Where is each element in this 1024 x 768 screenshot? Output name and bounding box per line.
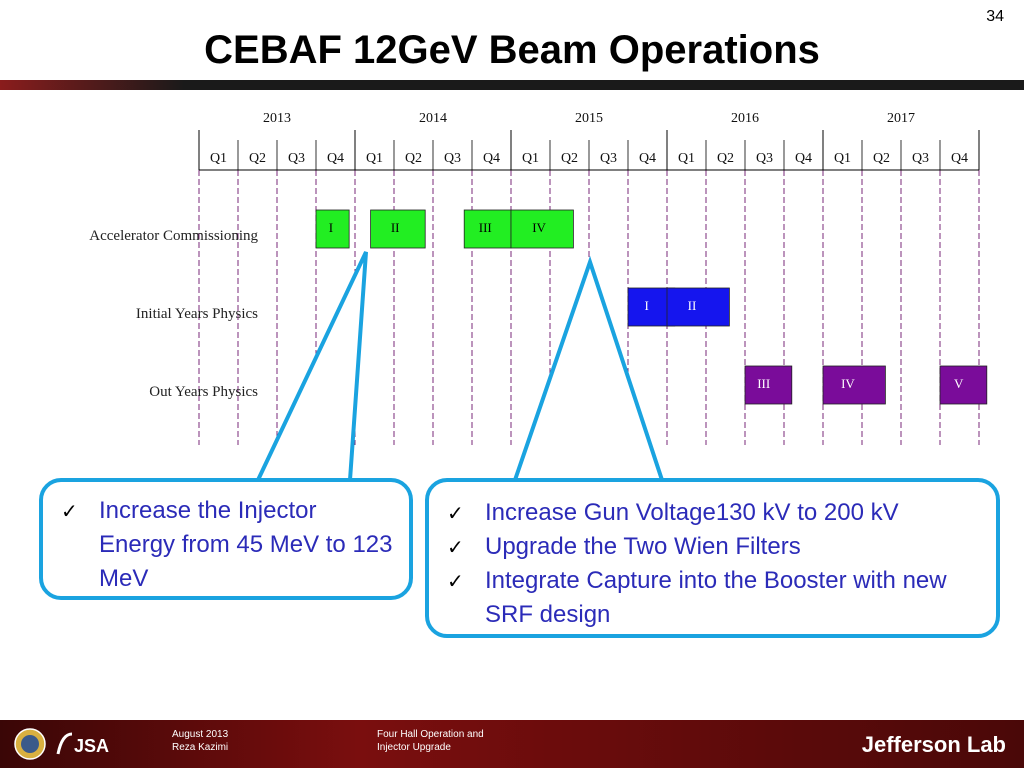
quarter-label: Q4 [327,151,344,166]
quarter-label: Q4 [795,151,812,166]
footer-topic: Four Hall Operation and Injector Upgrade [377,728,484,754]
row-label: Out Years Physics [149,384,258,400]
quarter-label: Q4 [639,151,656,166]
slide-number: 34 [986,8,1004,25]
bullet-text: Increase Gun Voltage130 kV to 200 kV [485,499,899,526]
quarter-label: Q4 [483,151,500,166]
jsa-logo-text: JSA [74,736,109,756]
phase-label: IV [532,220,546,235]
row-label: Accelerator Commissioning [89,228,258,244]
bullet-text: Integrate Capture into the Booster with … [485,567,947,628]
callout-pointer-right [513,255,664,481]
bullet-text: Upgrade the Two Wien Filters [485,533,801,560]
quarter-label: Q1 [210,151,227,166]
footer-topic-line2: Injector Upgrade [377,742,451,753]
bullet-item: ✓ Upgrade the Two Wien Filters [447,530,986,564]
checkmark-icon: ✓ [447,569,464,593]
quarter-label: Q3 [756,151,773,166]
footer-date: August 2013 [172,729,229,740]
phase-bar [463,209,512,249]
phase-label: V [954,376,964,391]
phase-label: I [645,298,649,313]
bullet-text: Increase the Injector Energy from 45 MeV… [99,497,393,592]
checkmark-icon: ✓ [447,501,464,525]
quarter-label: Q4 [951,151,968,166]
bullet-item: ✓ Integrate Capture into the Booster wit… [447,564,986,632]
quarter-label: Q3 [912,151,929,166]
phase-bar [744,365,793,405]
doe-seal-inner [21,735,39,753]
year-label: 2014 [419,111,447,126]
quarter-label: Q2 [249,151,266,166]
quarter-label: Q2 [405,151,422,166]
bullet-item: ✓ Increase the Injector Energy from 45 M… [61,494,399,596]
phase-label: IV [841,376,855,391]
phase-bar [666,287,730,327]
partner-logos: JSA [14,728,109,760]
phase-bar [370,209,426,249]
quarter-label: Q3 [444,151,461,166]
phase-label: II [391,220,400,235]
jsa-swoosh-icon [56,732,73,755]
quarter-label: Q2 [717,151,734,166]
phase-label: III [479,220,492,235]
year-label: 2017 [887,111,915,126]
slide-title: CEBAF 12GeV Beam Operations [204,28,820,72]
quarter-label: Q3 [288,151,305,166]
year-label: 2016 [731,111,759,126]
phase-bar [939,365,988,405]
phase-label: I [329,220,333,235]
callout-right-list: ✓ Increase Gun Voltage130 kV to 200 kV ✓… [447,496,986,632]
jefferson-lab-logo: Jefferson Lab [861,732,1006,757]
year-label: 2013 [263,111,291,126]
phase-label: III [757,376,770,391]
quarter-label: Q1 [522,151,539,166]
checkmark-icon: ✓ [61,499,78,523]
row-label: Initial Years Physics [136,306,258,322]
quarter-label: Q1 [678,151,695,166]
callout-injector-energy: ✓ Increase the Injector Energy from 45 M… [39,478,413,600]
phase-label: II [688,298,697,313]
callout-pointer-left [256,251,368,481]
quarter-label: Q1 [366,151,383,166]
footer-date-author: August 2013 Reza Kazimi [172,728,228,754]
footer-author: Reza Kazimi [172,742,229,753]
bullet-item: ✓ Increase Gun Voltage130 kV to 200 kV [447,496,986,530]
quarter-label: Q2 [873,151,890,166]
quarter-label: Q1 [834,151,851,166]
title-underline-bar [0,80,1024,90]
quarter-label: Q2 [561,151,578,166]
callout-left-list: ✓ Increase the Injector Energy from 45 M… [61,494,399,596]
year-label: 2015 [575,111,603,126]
quarter-label: Q3 [600,151,617,166]
callout-gun-upgrades: ✓ Increase Gun Voltage130 kV to 200 kV ✓… [425,478,1000,638]
phase-bar [315,209,350,249]
phase-bar [822,365,886,405]
footer-topic-line1: Four Hall Operation and [377,729,484,740]
footer-bar: JSA August 2013 Reza Kazimi Four Hall Op… [0,720,1024,768]
phase-bar [510,209,574,249]
checkmark-icon: ✓ [447,535,464,559]
